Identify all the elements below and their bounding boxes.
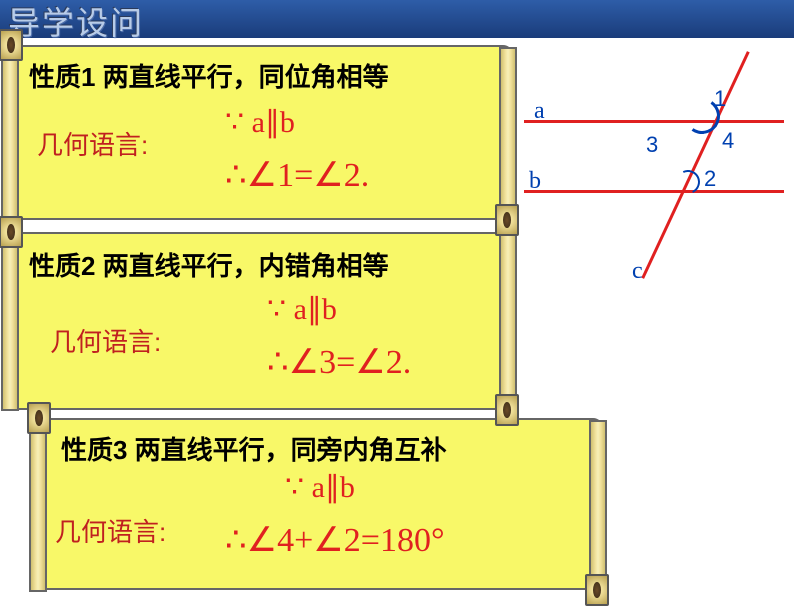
geo-language-label-1: 几何语言:: [37, 125, 148, 162]
line-c: [641, 51, 749, 279]
property-3-title: 性质3 两直线平行，同旁内角互补: [61, 430, 447, 467]
property-1-title: 性质1 两直线平行，同位角相等: [29, 57, 389, 94]
premise-3: ∵ a∥b: [285, 470, 355, 505]
property-2-title: 性质2 两直线平行，内错角相等: [29, 246, 389, 283]
parallel-lines-diagram: a b c 1 3 4 2: [524, 50, 784, 280]
geo-language-label-2: 几何语言:: [50, 322, 161, 359]
geo-language-label-3: 几何语言:: [55, 512, 166, 549]
angle-label-4: 4: [722, 128, 734, 154]
label-c: c: [632, 258, 643, 285]
header-title: 导学设问: [8, 0, 144, 44]
angle-label-1: 1: [714, 86, 726, 112]
label-b: b: [529, 168, 541, 195]
conclusion-2: ∴∠3=∠2.: [267, 342, 411, 382]
angle-label-3: 3: [646, 132, 658, 158]
header-bar: 导学设问: [0, 0, 794, 38]
line-b: [524, 190, 784, 193]
conclusion-1: ∴∠1=∠2.: [225, 155, 369, 195]
property-2-box: 性质2 两直线平行，内错角相等 几何语言: ∵ a∥b ∴∠3=∠2.: [5, 232, 513, 410]
property-3-box: 性质3 两直线平行，同旁内角互补 几何语言: ∵ a∥b ∴∠4+∠2=180°: [33, 418, 603, 590]
premise-2: ∵ a∥b: [267, 292, 337, 327]
conclusion-3: ∴∠4+∠2=180°: [225, 520, 445, 560]
property-1-box: 性质1 两直线平行，同位角相等 几何语言: ∵ a∥b ∴∠1=∠2.: [5, 45, 513, 220]
line-a: [524, 120, 784, 123]
premise-1: ∵ a∥b: [225, 105, 295, 140]
label-a: a: [534, 98, 545, 125]
angle-label-2: 2: [704, 166, 716, 192]
